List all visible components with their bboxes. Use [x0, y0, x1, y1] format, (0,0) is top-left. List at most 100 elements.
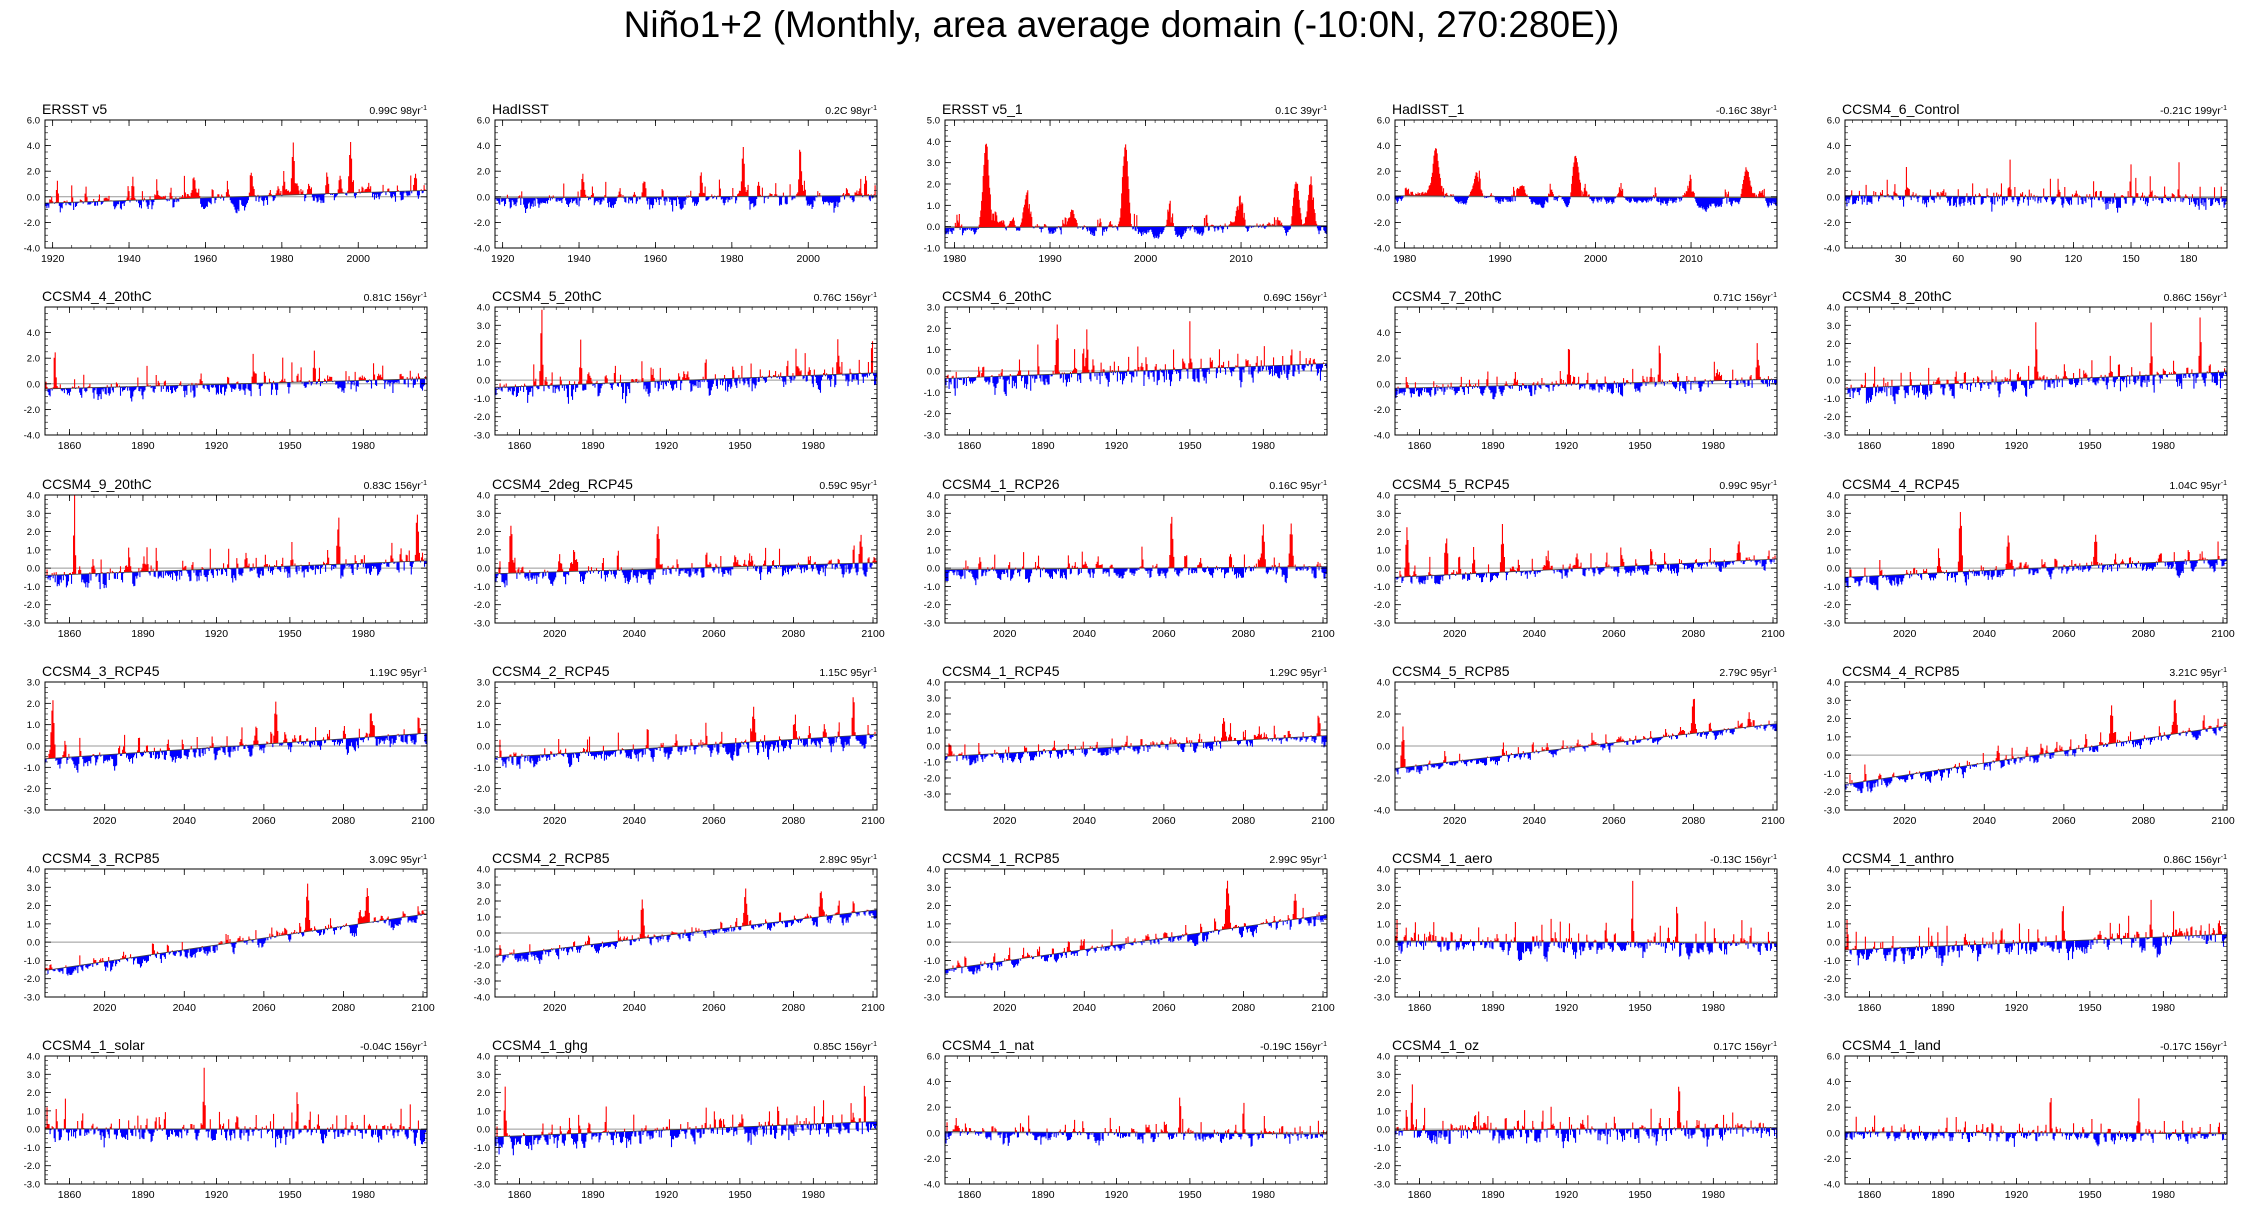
y-tick-label: -4.0: [1374, 806, 1390, 817]
panel-title: CCSM4_2_RCP85: [492, 850, 610, 866]
trend-label: 0.76C 156yr-1: [814, 292, 878, 304]
panel-title: ERSST v5_1: [942, 101, 1023, 117]
y-tick-label: 0.0: [1377, 564, 1390, 575]
y-tick-label: 0.0: [1827, 1128, 1840, 1139]
positive-anomaly-bars: [954, 143, 1318, 228]
negative-anomaly-bars: [1394, 195, 1777, 212]
trend-label: 1.04C 95yr-1: [2169, 480, 2227, 492]
plot-frame: [1394, 1055, 1778, 1185]
y-tick-label: -2.0: [1374, 974, 1390, 985]
y-tick-label: 3.0: [927, 883, 940, 894]
y-tick-label: 2.0: [1377, 901, 1390, 912]
positive-anomaly-bars: [1846, 699, 2227, 785]
panel-title: CCSM4_6_Control: [1842, 101, 1960, 117]
positive-anomaly-bars: [45, 350, 427, 389]
trend-line: [944, 225, 1328, 229]
plot-frame: [1844, 494, 2228, 624]
panel-title: CCSM4_1_solar: [42, 1037, 145, 1053]
trend-label: -0.19C 156yr-1: [1260, 1041, 1327, 1053]
y-tick-label: 0.0: [1377, 1125, 1390, 1136]
y-tick-label: -1.0: [474, 394, 490, 405]
y-tick-label: 0.0: [27, 1125, 40, 1136]
panel-27: CCSM4_1_nat -0.19C 156yr-1 -4.0 -2.0 0.0 2.0 4…: [924, 1037, 1328, 1201]
y-tick-label: 0.0: [477, 192, 490, 203]
x-tick-label: 1890: [1031, 1189, 1055, 1201]
negative-anomaly-bars: [1844, 726, 2223, 794]
trend-label: 0.81C 156yr-1: [364, 292, 428, 304]
trend-label: 1.15C 95yr-1: [819, 667, 877, 679]
trend-line: [494, 909, 878, 957]
y-tick-label: 4.0: [27, 865, 40, 876]
x-tick-label: 2060: [1602, 628, 1626, 640]
trend-label: 0.86C 156yr-1: [2164, 292, 2228, 304]
y-tick-label: 4.0: [477, 1052, 490, 1063]
y-tick-label: 3.0: [927, 303, 940, 314]
positive-anomaly-bars: [1395, 880, 1775, 944]
x-tick-label: 2040: [623, 815, 647, 827]
x-tick-label: 1980: [720, 253, 744, 265]
x-tick-label: 1920: [2005, 440, 2029, 452]
trend-label: 0.83C 156yr-1: [364, 480, 428, 492]
positive-anomaly-bars: [963, 516, 1322, 570]
x-tick-label: 1920: [1105, 440, 1129, 452]
y-tick-label: -3.0: [24, 993, 40, 1004]
x-tick-label: 1860: [1408, 1002, 1432, 1014]
trend-label: 0.1C 39yr-1: [1275, 105, 1327, 117]
panel-title: CCSM4_1_RCP26: [942, 476, 1060, 492]
trend-line: [944, 914, 1328, 970]
y-tick-label: -1.0: [1824, 956, 1840, 967]
trend-line: [494, 1121, 878, 1138]
y-tick-label: 1.0: [1377, 545, 1390, 556]
trend-label: -0.13C 156yr-1: [1710, 854, 1777, 866]
x-tick-label: 2040: [1523, 628, 1547, 640]
y-tick-label: 3.0: [927, 509, 940, 520]
y-tick-label: -1.0: [474, 582, 490, 593]
y-tick-label: 0.0: [927, 564, 940, 575]
x-tick-label: 1980: [352, 628, 376, 640]
y-tick-label: 3.0: [1827, 696, 1840, 707]
trend-line: [944, 363, 1328, 379]
trend-label: -0.17C 156yr-1: [2160, 1041, 2227, 1053]
y-tick-label: 4.0: [1827, 1077, 1840, 1088]
y-tick-label: 2.0: [1827, 1103, 1840, 1114]
x-tick-label: 2020: [1893, 628, 1917, 640]
y-tick-label: -2.0: [474, 412, 490, 423]
plot-frame: [1394, 494, 1778, 624]
x-tick-label: 2080: [1232, 628, 1256, 640]
plot-frame: [1844, 119, 2228, 249]
panel-25: CCSM4_1_solar -0.04C 156yr-1 -3.0 -2.0 -1.0 0…: [24, 1037, 428, 1201]
y-tick-label: 3.0: [477, 1070, 490, 1081]
y-tick-label: 4.0: [477, 303, 490, 314]
positive-anomaly-bars: [1844, 159, 2222, 199]
y-tick-label: 3.0: [927, 158, 940, 169]
y-tick-label: 0.0: [927, 938, 940, 949]
negative-anomaly-bars: [1844, 1131, 2227, 1147]
x-tick-label: 1980: [2152, 440, 2176, 452]
y-tick-label: 3.0: [1827, 883, 1840, 894]
y-tick-label: -3.0: [1374, 1180, 1390, 1191]
y-tick-label: 1.0: [477, 913, 490, 924]
x-tick-label: 2000: [797, 253, 821, 265]
x-tick-label: 1920: [655, 1189, 679, 1201]
x-tick-label: 2000: [1134, 253, 1158, 265]
y-tick-label: 1.0: [1827, 919, 1840, 930]
y-tick-label: 0.0: [1827, 751, 1840, 762]
y-tick-label: -2.0: [924, 1154, 940, 1165]
y-tick-label: 4.0: [27, 491, 40, 502]
y-tick-label: -1.0: [474, 763, 490, 774]
x-tick-label: 1890: [581, 1189, 605, 1201]
x-tick-label: 1920: [205, 440, 229, 452]
trend-label: 3.09C 95yr-1: [369, 854, 427, 866]
plot-frame: [44, 119, 428, 249]
negative-anomaly-bars: [44, 190, 427, 214]
y-tick-label: -3.0: [474, 977, 490, 988]
x-tick-label: 30: [1895, 253, 1907, 265]
y-tick-label: 0.0: [927, 367, 940, 378]
panel-21: CCSM4_2_RCP85 2.89C 95yr-1 -4.0 -3.0 -2.0 -1.…: [474, 850, 885, 1014]
y-tick-label: 4.0: [27, 328, 40, 339]
y-tick-label: 2.0: [927, 1103, 940, 1114]
x-tick-label: 1920: [205, 628, 229, 640]
panel-title: CCSM4_1_anthro: [1842, 850, 1954, 866]
y-tick-label: 3.0: [27, 883, 40, 894]
